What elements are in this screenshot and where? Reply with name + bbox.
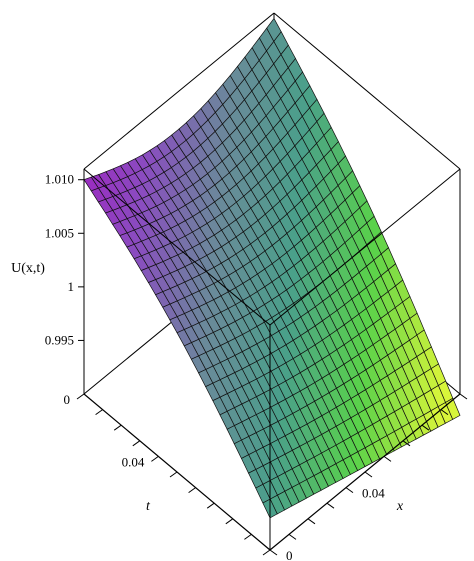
box-edge (83, 168, 271, 326)
t-tick (95, 409, 103, 416)
x-tick (326, 502, 335, 509)
t-tick (113, 424, 122, 431)
t-tick (244, 533, 252, 540)
x-tick (440, 409, 449, 416)
x-tick (307, 518, 316, 525)
t-axis-label: t (146, 499, 151, 514)
surface-cell (266, 17, 282, 42)
z-axis-label: U(x,t) (11, 261, 45, 276)
z-tick-label: 1.010 (45, 172, 74, 187)
x-tick (421, 424, 430, 431)
x-tick (288, 533, 297, 540)
t-tick (206, 502, 215, 509)
z-tick-label: 1 (68, 279, 75, 294)
x-tick (402, 440, 411, 447)
t-tick-label: 0 (64, 392, 71, 407)
box-edge (269, 168, 461, 326)
box-edge (83, 12, 275, 170)
x-tick (459, 393, 468, 400)
x-tick-label: 0 (286, 548, 293, 561)
x-tick (383, 455, 392, 462)
t-tick (76, 393, 85, 400)
x-tick (364, 471, 373, 478)
z-tick-label: 0.995 (45, 332, 74, 347)
x-tick (269, 549, 278, 556)
surface-mesh (83, 17, 461, 519)
z-tick-label: 1.005 (45, 225, 74, 240)
x-tick-label: 0.04 (362, 486, 385, 501)
axis-ticks (76, 179, 468, 556)
t-tick (262, 549, 271, 556)
t-tick-label: 0.04 (122, 454, 145, 469)
t-tick (169, 471, 178, 478)
box-edge (273, 12, 461, 170)
tick-labels: 1.010 1.005 1 0.995 0 0.04 0 0.04 (45, 172, 386, 561)
t-tick (225, 518, 234, 525)
bounding-box-front (83, 168, 461, 551)
x-tick (345, 487, 354, 494)
x-axis-label: x (396, 499, 404, 514)
t-tick (132, 440, 141, 447)
t-tick (188, 487, 196, 494)
t-tick (151, 455, 159, 462)
